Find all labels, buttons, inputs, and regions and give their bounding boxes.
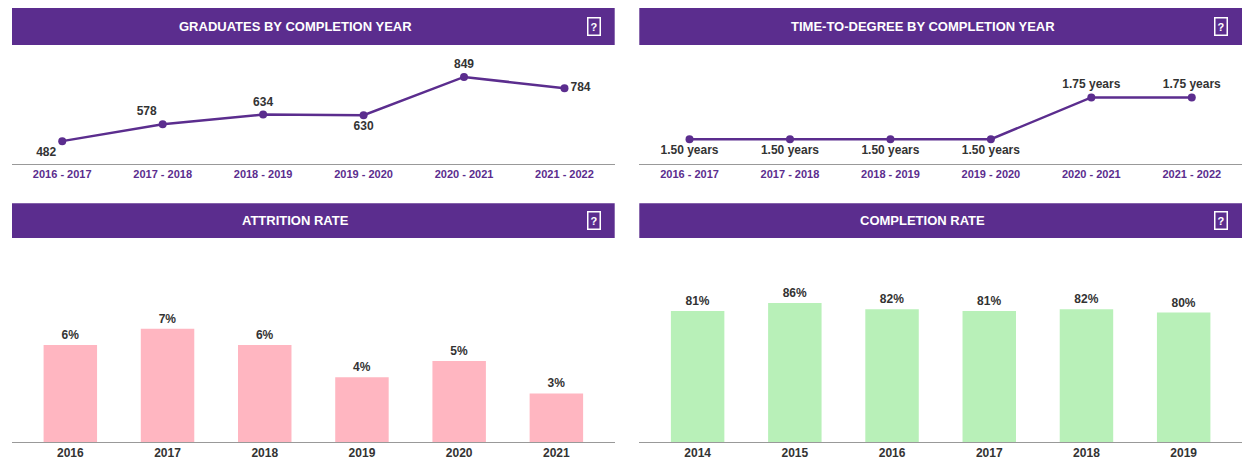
svg-text:2017 - 2018: 2017 - 2018: [761, 168, 820, 180]
svg-text:?: ?: [1218, 215, 1225, 227]
svg-text:4%: 4%: [353, 360, 371, 374]
svg-text:1.50 years: 1.50 years: [962, 143, 1020, 157]
svg-text:TIME-TO-DEGREE BY COMPLETION Y: TIME-TO-DEGREE BY COMPLETION YEAR: [791, 19, 1055, 34]
svg-text:GRADUATES BY COMPLETION YEAR: GRADUATES BY COMPLETION YEAR: [179, 19, 412, 34]
svg-text:2018 - 2019: 2018 - 2019: [861, 168, 920, 180]
svg-text:ATTRITION RATE: ATTRITION RATE: [242, 213, 349, 228]
svg-text:2020: 2020: [446, 446, 473, 460]
svg-text:2018 - 2019: 2018 - 2019: [234, 168, 293, 180]
svg-text:6%: 6%: [256, 328, 274, 342]
svg-text:?: ?: [591, 215, 598, 227]
svg-text:2016 - 2017: 2016 - 2017: [33, 168, 92, 180]
svg-text:2014: 2014: [684, 446, 711, 460]
svg-text:2020 - 2021: 2020 - 2021: [1062, 168, 1121, 180]
svg-text:849: 849: [454, 57, 474, 71]
svg-text:82%: 82%: [1074, 292, 1098, 306]
svg-text:3%: 3%: [548, 376, 566, 390]
svg-text:2021: 2021: [543, 446, 570, 460]
svg-text:2017 - 2018: 2017 - 2018: [133, 168, 192, 180]
svg-text:?: ?: [591, 21, 598, 33]
svg-text:2021 - 2022: 2021 - 2022: [535, 168, 594, 180]
svg-text:2016 - 2017: 2016 - 2017: [660, 168, 719, 180]
svg-text:2015: 2015: [781, 446, 808, 460]
svg-text:2018: 2018: [251, 446, 278, 460]
svg-text:80%: 80%: [1172, 296, 1196, 310]
svg-text:2016: 2016: [57, 446, 84, 460]
svg-text:2019 - 2020: 2019 - 2020: [334, 168, 393, 180]
svg-text:2017: 2017: [976, 446, 1003, 460]
svg-text:7%: 7%: [159, 312, 177, 326]
svg-text:6%: 6%: [61, 328, 79, 342]
svg-text:2017: 2017: [154, 446, 181, 460]
svg-text:784: 784: [570, 80, 590, 94]
svg-text:630: 630: [354, 119, 374, 133]
svg-text:2019: 2019: [349, 446, 376, 460]
svg-text:1.50 years: 1.50 years: [761, 143, 819, 157]
svg-text:2019: 2019: [1170, 446, 1197, 460]
svg-text:1.50 years: 1.50 years: [660, 143, 718, 157]
svg-text:1.50 years: 1.50 years: [861, 143, 919, 157]
svg-text:634: 634: [253, 95, 273, 109]
svg-text:82%: 82%: [880, 292, 904, 306]
svg-text:2020 - 2021: 2020 - 2021: [435, 168, 494, 180]
svg-text:81%: 81%: [977, 294, 1001, 308]
svg-text:2016: 2016: [879, 446, 906, 460]
svg-text:2019 - 2020: 2019 - 2020: [962, 168, 1021, 180]
svg-text:2021 - 2022: 2021 - 2022: [1162, 168, 1221, 180]
svg-text:86%: 86%: [783, 286, 807, 300]
svg-text:5%: 5%: [450, 344, 468, 358]
svg-text:1.75 years: 1.75 years: [1163, 77, 1221, 91]
svg-text:?: ?: [1218, 21, 1225, 33]
svg-text:2018: 2018: [1073, 446, 1100, 460]
svg-text:482: 482: [36, 145, 56, 159]
svg-text:COMPLETION RATE: COMPLETION RATE: [860, 213, 985, 228]
svg-text:81%: 81%: [685, 294, 709, 308]
svg-text:578: 578: [137, 104, 157, 118]
svg-text:1.75 years: 1.75 years: [1062, 77, 1120, 91]
